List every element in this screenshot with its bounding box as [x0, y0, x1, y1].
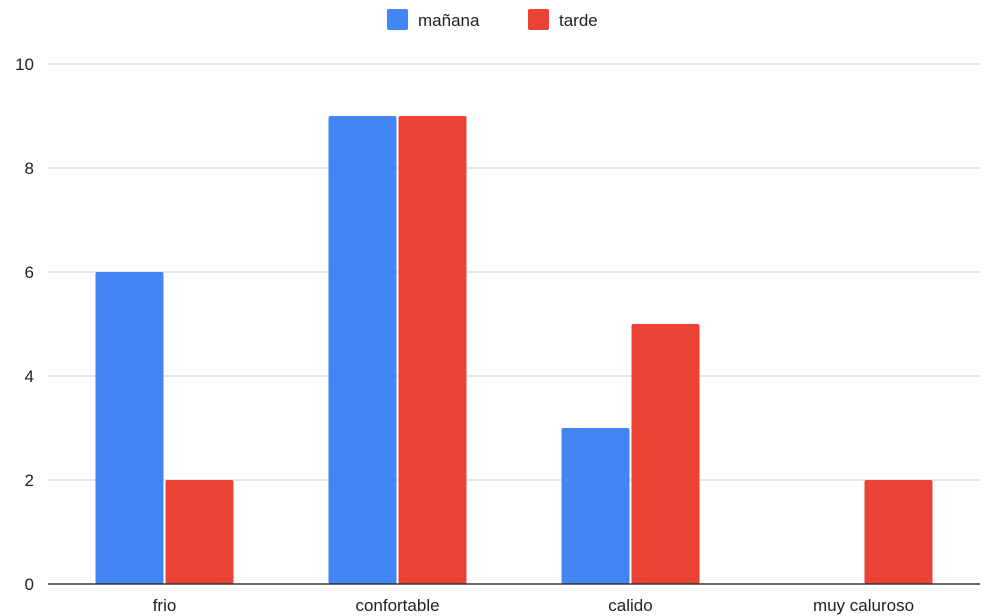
x-axis-tick-labels: frio confortable calido muy caluroso — [153, 596, 914, 615]
legend-label: mañana — [418, 11, 480, 30]
y-tick-label: 2 — [25, 471, 34, 490]
y-axis-tick-labels: 0 2 4 6 8 10 — [15, 55, 34, 594]
legend-swatch — [528, 9, 549, 30]
bar-mañana-calido — [561, 428, 630, 584]
bar-tarde-muy-caluroso — [864, 480, 933, 584]
legend: mañana tarde — [387, 9, 598, 30]
y-tick-label: 0 — [25, 575, 34, 594]
x-tick-label: confortable — [355, 596, 439, 615]
bars — [95, 116, 933, 584]
y-tick-label: 4 — [25, 367, 34, 386]
x-tick-label: muy caluroso — [813, 596, 914, 615]
bar-mañana-frio — [95, 272, 164, 584]
gridlines — [48, 63, 980, 481]
bar-tarde-calido — [631, 324, 700, 584]
x-tick-label: frio — [153, 596, 177, 615]
bar-mañana-confortable — [328, 116, 397, 584]
bar-tarde-confortable — [398, 116, 467, 584]
legend-swatch — [387, 9, 408, 30]
y-tick-label: 8 — [25, 159, 34, 178]
y-tick-label: 10 — [15, 55, 34, 74]
bar-tarde-frio — [165, 480, 234, 584]
x-tick-label: calido — [608, 596, 652, 615]
y-tick-label: 6 — [25, 263, 34, 282]
legend-label: tarde — [559, 11, 598, 30]
